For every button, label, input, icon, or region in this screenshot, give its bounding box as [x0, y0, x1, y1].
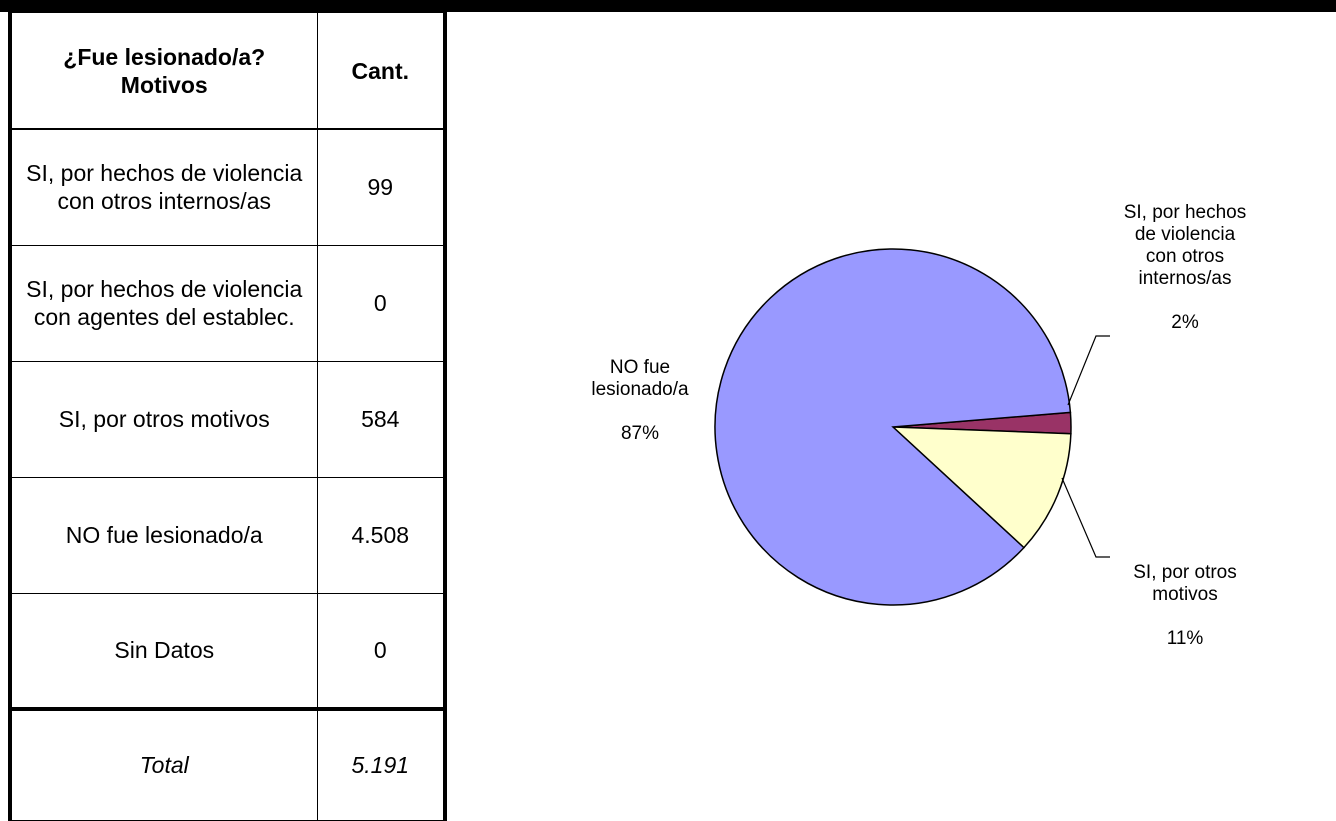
- pie-label-other-motives-percent: 11%: [1166, 628, 1204, 649]
- row-value: 0: [316, 592, 447, 710]
- row-label: SI, por otros motivos: [8, 360, 318, 478]
- total-row: Total 5.191: [8, 707, 447, 821]
- table-row: NO fue lesionado/a 4.508: [8, 476, 447, 594]
- row-label: NO fue lesionado/a: [8, 476, 318, 594]
- leader-line-violence-inmates: [1067, 335, 1110, 406]
- row-value: 4.508: [316, 476, 447, 594]
- row-value: 584: [316, 360, 447, 478]
- pie-label-violence-inmates-percent: 2%: [1171, 312, 1199, 333]
- total-value: 5.191: [316, 707, 447, 821]
- pie-label-other-motives-text: SI, por otros motivos: [1133, 562, 1237, 605]
- total-label: Total: [8, 707, 318, 821]
- leader-line-other-motives: [1061, 477, 1110, 558]
- table-row: SI, por otros motivos 584: [8, 360, 447, 478]
- pie-label-violence-inmates: SI, por hechos de violencia con otros in…: [1095, 180, 1275, 334]
- table-header-row: ¿Fue lesionado/a? Motivos Cant.: [8, 12, 447, 130]
- row-value: 0: [316, 244, 447, 362]
- header-quantity-text: Cant.: [351, 57, 410, 84]
- row-label: Sin Datos: [8, 592, 318, 710]
- pie-slice-other-motives: [890, 426, 1072, 549]
- header-question: ¿Fue lesionado/a? Motivos: [8, 12, 318, 130]
- pie-label-other-motives: SI, por otros motivos 11%: [1095, 540, 1275, 650]
- pie-label-not-injured-text: NO fue lesionado/a: [591, 357, 689, 400]
- table-row: SI, por hechos de violencia con otros in…: [8, 128, 447, 246]
- pie-label-not-injured-percent: 87%: [620, 423, 660, 444]
- table-row: Sin Datos 0: [8, 592, 447, 710]
- pie-slice-not-injured: [714, 248, 1072, 606]
- header-quantity: Cant.: [316, 12, 447, 130]
- header-question-text: ¿Fue lesionado/a? Motivos: [63, 43, 266, 98]
- row-value: 99: [316, 128, 447, 246]
- data-table: ¿Fue lesionado/a? Motivos Cant. SI, por …: [8, 12, 447, 821]
- pie-label-violence-inmates-text: SI, por hechos de violencia con otros in…: [1123, 202, 1247, 289]
- top-border: [0, 0, 1336, 12]
- pie-label-not-injured: NO fue lesionado/a 87%: [545, 335, 735, 445]
